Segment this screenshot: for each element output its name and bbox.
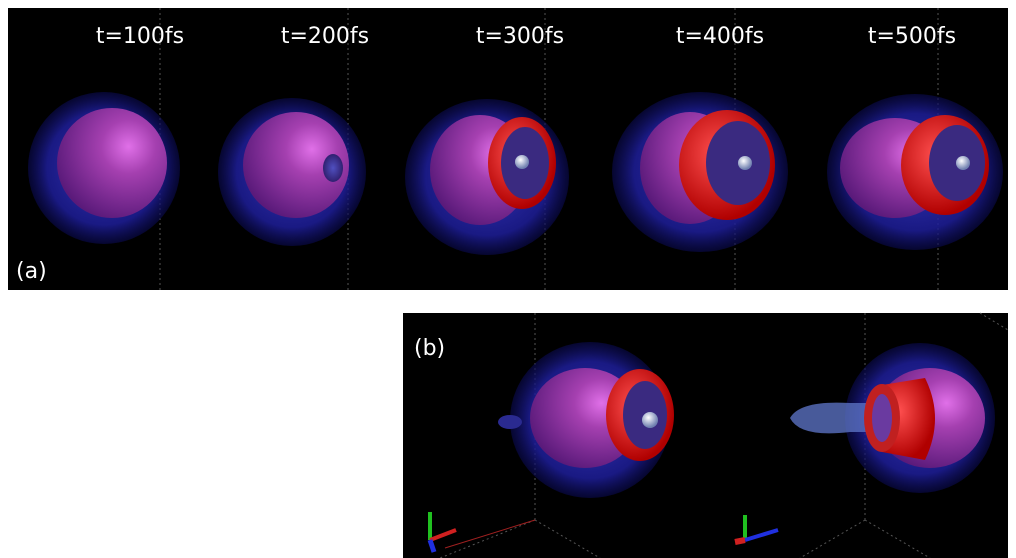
time-label: t=100fs — [96, 24, 184, 49]
time-label: t=400fs — [676, 24, 764, 49]
panel-label: (a) — [16, 259, 47, 284]
tail — [498, 415, 522, 429]
time-label: t=200fs — [281, 24, 369, 49]
core — [515, 155, 529, 169]
core — [738, 156, 752, 170]
inner-sphere — [57, 108, 167, 218]
time-label: t=500fs — [868, 24, 956, 49]
panel-a: t=100fs t=200fs t=300fs t=400fs t=500fs (a) — [8, 8, 1008, 290]
panel-b: (b) — [403, 313, 1008, 558]
time-label: t=300fs — [476, 24, 564, 49]
figure: t=100fs t=200fs t=300fs t=400fs t=500fs (a) — [0, 0, 1016, 558]
ring-hole — [872, 394, 892, 442]
core — [956, 156, 970, 170]
hole — [323, 154, 343, 182]
panel-label: (b) — [414, 336, 445, 361]
core — [642, 412, 658, 428]
